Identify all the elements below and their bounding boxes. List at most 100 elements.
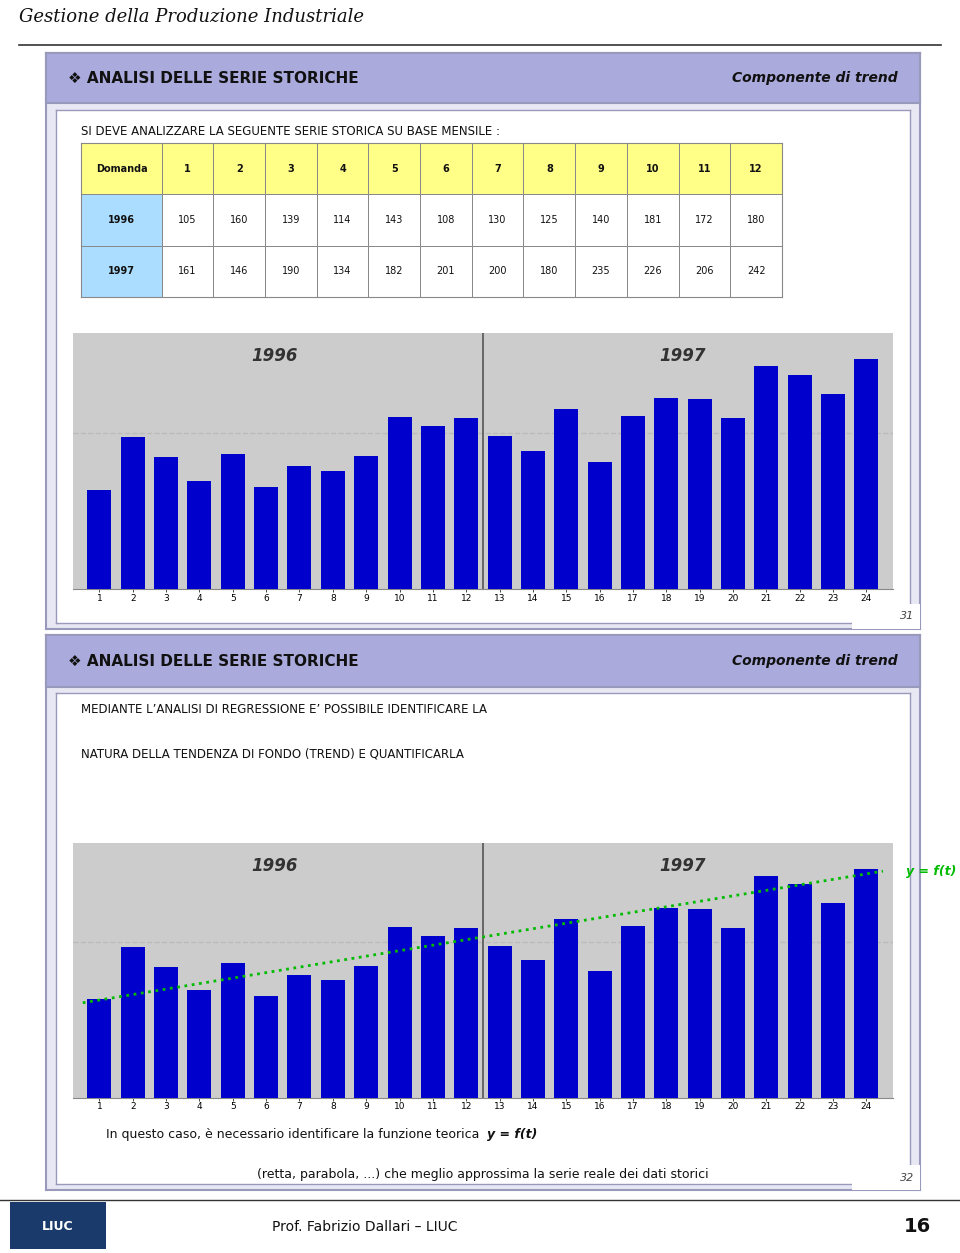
Bar xyxy=(420,426,444,589)
Bar xyxy=(87,999,111,1098)
Bar xyxy=(755,366,779,589)
Text: 226: 226 xyxy=(643,266,662,276)
Text: 9: 9 xyxy=(598,164,605,174)
Bar xyxy=(287,975,311,1098)
Bar xyxy=(588,971,612,1098)
Bar xyxy=(687,400,711,589)
Text: 3: 3 xyxy=(287,164,295,174)
Text: 11: 11 xyxy=(698,164,711,174)
Bar xyxy=(575,194,627,246)
Bar xyxy=(621,926,645,1098)
Text: 114: 114 xyxy=(333,216,351,226)
Text: 201: 201 xyxy=(437,266,455,276)
Text: 32: 32 xyxy=(900,1173,914,1183)
Text: 16: 16 xyxy=(904,1217,931,1235)
Text: 161: 161 xyxy=(179,266,197,276)
Text: Gestione della Produzione Industriale: Gestione della Produzione Industriale xyxy=(19,8,364,25)
Bar xyxy=(471,194,523,246)
Bar xyxy=(221,964,245,1098)
Bar xyxy=(155,457,179,589)
Text: Prof. Fabrizio Dallari – LIUC: Prof. Fabrizio Dallari – LIUC xyxy=(272,1219,458,1233)
Text: 1996: 1996 xyxy=(108,216,135,226)
Bar xyxy=(787,885,811,1098)
Bar xyxy=(627,143,679,194)
Text: 108: 108 xyxy=(437,216,455,226)
Bar xyxy=(687,910,711,1098)
Bar xyxy=(679,143,731,194)
Bar xyxy=(721,928,745,1098)
FancyBboxPatch shape xyxy=(10,1203,106,1249)
Bar xyxy=(523,194,575,246)
Text: 1996: 1996 xyxy=(252,857,298,875)
Bar xyxy=(213,143,265,194)
Text: 12: 12 xyxy=(750,164,763,174)
Bar xyxy=(588,462,612,589)
Bar xyxy=(721,419,745,589)
Bar xyxy=(454,928,478,1098)
Bar xyxy=(655,908,679,1098)
Bar xyxy=(575,143,627,194)
Text: NATURA DELLA TENDENZA DI FONDO (TREND) E QUANTIFICARLA: NATURA DELLA TENDENZA DI FONDO (TREND) E… xyxy=(82,747,465,761)
Bar xyxy=(488,436,512,589)
Bar xyxy=(854,360,878,589)
Text: 6: 6 xyxy=(443,164,449,174)
Bar xyxy=(187,481,211,589)
Bar xyxy=(523,143,575,194)
Text: 105: 105 xyxy=(179,216,197,226)
Text: 172: 172 xyxy=(695,216,713,226)
Text: 1996: 1996 xyxy=(252,347,298,365)
Text: LIUC: LIUC xyxy=(42,1220,73,1233)
Bar xyxy=(82,246,161,297)
Text: 206: 206 xyxy=(695,266,713,276)
Bar xyxy=(554,918,578,1098)
Bar xyxy=(420,246,471,297)
Bar xyxy=(213,246,265,297)
Bar xyxy=(317,143,369,194)
Bar xyxy=(420,936,444,1098)
Text: 182: 182 xyxy=(385,266,403,276)
Text: 180: 180 xyxy=(747,216,765,226)
Text: 1997: 1997 xyxy=(660,347,707,365)
Text: y = f(t): y = f(t) xyxy=(487,1129,538,1141)
Bar xyxy=(82,143,161,194)
Text: 4: 4 xyxy=(339,164,346,174)
Text: 1: 1 xyxy=(184,164,191,174)
Text: 242: 242 xyxy=(747,266,765,276)
Text: Componente di trend: Componente di trend xyxy=(732,71,898,85)
Text: 2: 2 xyxy=(236,164,243,174)
Text: 139: 139 xyxy=(281,216,300,226)
Text: 180: 180 xyxy=(540,266,559,276)
Bar xyxy=(254,486,278,589)
Bar xyxy=(254,996,278,1098)
Bar xyxy=(554,408,578,589)
Bar xyxy=(321,471,345,589)
Text: 181: 181 xyxy=(643,216,661,226)
Bar xyxy=(575,246,627,297)
Bar xyxy=(213,194,265,246)
Bar xyxy=(627,194,679,246)
Bar xyxy=(854,870,878,1098)
Text: 7: 7 xyxy=(494,164,501,174)
Bar xyxy=(488,946,512,1098)
Text: ❖ ANALISI DELLE SERIE STORICHE: ❖ ANALISI DELLE SERIE STORICHE xyxy=(68,654,358,669)
Bar xyxy=(317,194,369,246)
Bar xyxy=(354,966,378,1098)
Bar xyxy=(161,143,213,194)
Text: 130: 130 xyxy=(489,216,507,226)
Bar xyxy=(679,246,731,297)
Text: 5: 5 xyxy=(391,164,397,174)
Text: ❖ ANALISI DELLE SERIE STORICHE: ❖ ANALISI DELLE SERIE STORICHE xyxy=(68,70,358,85)
Bar xyxy=(821,393,845,589)
Text: 146: 146 xyxy=(230,266,249,276)
Bar xyxy=(317,246,369,297)
Text: 1997: 1997 xyxy=(660,857,707,875)
Bar xyxy=(161,246,213,297)
Text: In questo caso, è necessario identificare la funzione teorica: In questo caso, è necessario identificar… xyxy=(106,1129,483,1141)
Text: (retta, parabola, ...) che meglio approssima la serie reale dei dati storici: (retta, parabola, ...) che meglio appros… xyxy=(257,1168,708,1180)
Text: 134: 134 xyxy=(333,266,351,276)
Bar xyxy=(420,194,471,246)
Bar xyxy=(787,375,811,589)
Bar xyxy=(655,398,679,589)
Bar xyxy=(121,947,145,1098)
Text: SI DEVE ANALIZZARE LA SEGUENTE SERIE STORICA SU BASE MENSILE :: SI DEVE ANALIZZARE LA SEGUENTE SERIE STO… xyxy=(82,125,500,138)
